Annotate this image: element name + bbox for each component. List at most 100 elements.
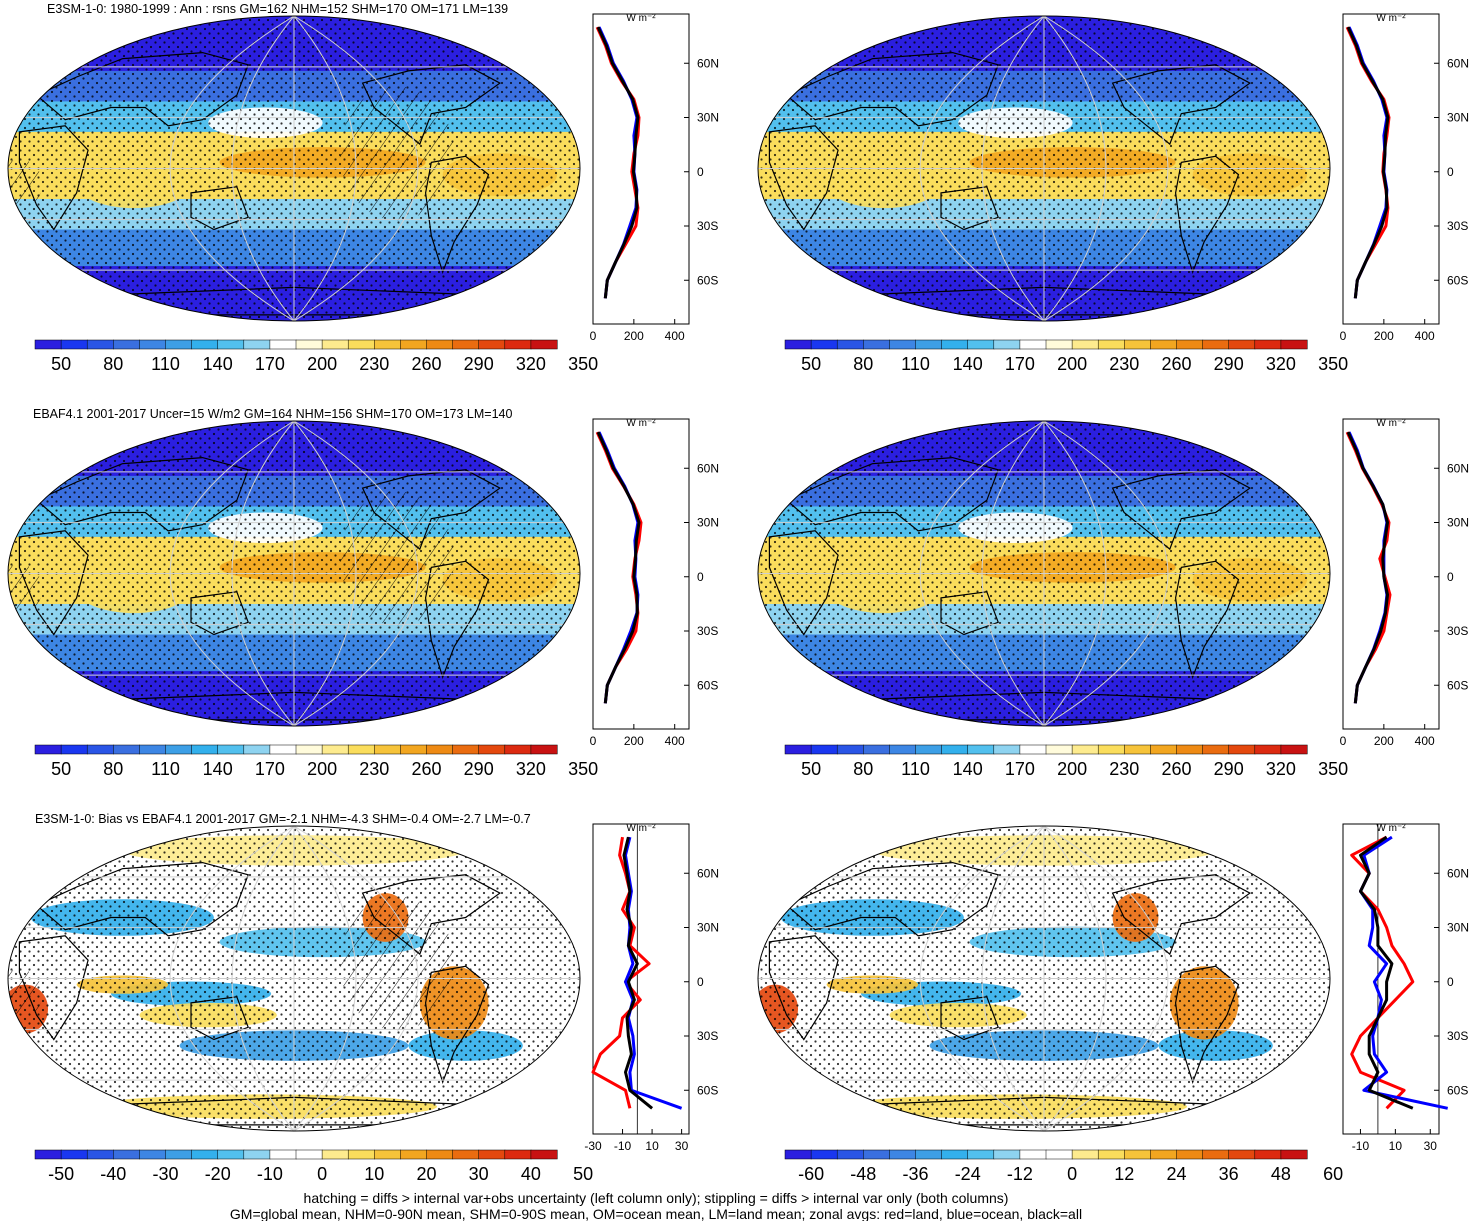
colorbar-swatch [1150, 339, 1178, 350]
colorbar-swatch [165, 744, 193, 755]
colorbar-swatch [269, 1149, 297, 1160]
lat-tick-label: 30S [697, 219, 718, 233]
zonal-mean-plot: W m⁻² 60N 30N 0 30S 60S 0 200 400 [1340, 418, 1469, 748]
colorbar-swatch [165, 1149, 193, 1160]
colorbar-swatch [941, 1149, 969, 1160]
colorbar-label: 290 [1214, 354, 1244, 374]
zonal-frame [592, 418, 690, 730]
colorbar-swatch [191, 744, 219, 755]
colorbar-label: 50 [51, 759, 71, 779]
hatching [8, 969, 43, 1019]
lat-tick-label: 60S [1447, 678, 1468, 692]
colorbar-label: 200 [307, 759, 337, 779]
colorbar-swatch [1150, 744, 1178, 755]
lat-tick-label: 0 [697, 570, 704, 584]
coastline [1174, 155, 1240, 275]
colorbar-swatch [347, 744, 375, 755]
colorbar-swatch [86, 744, 114, 755]
colorbar-label: -36 [902, 1164, 928, 1184]
colorbar-label: 290 [1214, 759, 1244, 779]
colorbar-swatch [504, 744, 532, 755]
zonal-x-tick-label: 200 [624, 734, 644, 748]
map-field [758, 421, 1330, 726]
coastline [190, 996, 249, 1041]
map-field [8, 826, 580, 1131]
lat-tick-label: 60N [1447, 866, 1469, 880]
colorbar-swatch [243, 339, 271, 350]
lat-tick-label: 60N [697, 461, 719, 475]
colorbar-swatch [993, 1149, 1021, 1160]
colorbar-swatch [915, 744, 943, 755]
colorbar-swatch [243, 744, 271, 755]
coastline [1174, 560, 1240, 680]
zonal-mean-plot: W m⁻² 60N 30N 0 30S 60S 0 200 400 [590, 418, 719, 748]
colorbar-swatch [1097, 1149, 1125, 1160]
map [757, 15, 1331, 322]
map [7, 825, 581, 1132]
zonal-x-tick-label: 30 [675, 1139, 689, 1153]
coastline [940, 996, 999, 1041]
colorbar-swatch [1124, 1149, 1151, 1160]
graticule-lon [169, 16, 295, 321]
coastline [768, 125, 839, 231]
colorbar-swatch [1097, 339, 1125, 350]
graticule-lon [231, 826, 295, 1131]
colorbar-swatch [400, 1149, 428, 1160]
zonal-mean-plot: W m⁻² 60N 30N 0 30S 60S 0 200 400 [1340, 13, 1469, 343]
colorbar-swatch [374, 744, 401, 755]
panel-title: E3SM-1-0: Bias vs EBAF4.1 2001-2017 GM=-… [35, 812, 531, 826]
lat-tick-label: 30N [1447, 921, 1469, 935]
colorbar-swatch [836, 744, 864, 755]
colorbar-swatch [1202, 339, 1230, 350]
colorbar-label: 230 [359, 759, 389, 779]
colorbar-swatch [784, 744, 812, 755]
coastline [1111, 64, 1252, 146]
lat-tick-label: 30N [1447, 111, 1469, 125]
zonal-x-tick-label: 400 [665, 734, 685, 748]
hatching [339, 86, 455, 221]
colorbar-label: 230 [359, 354, 389, 374]
colorbar: -60 -48 -36 -24 -12 0 12 24 36 48 60 [784, 1149, 1343, 1184]
panel-4: CESM2-WACCM: GM=161 NHM=156 SHM=165 OM=1… [757, 418, 1469, 779]
colorbar-swatch [530, 1149, 558, 1160]
colorbar: -50 -40 -30 -20 -10 0 10 20 30 40 50 [34, 1149, 593, 1184]
colorbar-swatch [863, 339, 890, 350]
colorbar-label: 260 [411, 354, 441, 374]
all-mean-line [622, 836, 654, 1110]
lat-tick-label: 0 [1447, 165, 1454, 179]
map-field [758, 826, 1330, 1131]
lat-tick-label: 60S [697, 273, 718, 287]
colorbar-swatch [295, 744, 323, 755]
colorbar-swatch [1045, 744, 1073, 755]
graticule-lon [1043, 16, 1107, 321]
coastline [361, 874, 502, 956]
colorbar: 50 80 110 140 170 200 230 260 290 320 350 [784, 339, 1348, 374]
graticule-lon [293, 421, 357, 726]
colorbar-swatch [1280, 1149, 1308, 1160]
panel-title: EBAF4.1 2001-2017 Uncer=15 W/m2 GM=164 N… [33, 407, 512, 421]
colorbar-label: 140 [203, 759, 233, 779]
zonal-x-tick-label: -10 [1352, 1139, 1370, 1153]
all-mean-line [596, 26, 640, 299]
colorbar-label: 24 [1166, 1164, 1186, 1184]
colorbar-swatch [321, 1149, 349, 1160]
graticule-lon [293, 421, 419, 726]
graticule-lon [293, 16, 419, 321]
colorbar-swatch [1202, 744, 1230, 755]
colorbar-swatch [165, 339, 193, 350]
graticule-lon [1043, 826, 1169, 1131]
colorbar-swatch [478, 1149, 506, 1160]
colorbar-swatch [1202, 1149, 1230, 1160]
map-border [757, 15, 1331, 322]
colorbar-swatch [1280, 744, 1308, 755]
coastline [361, 64, 502, 146]
colorbar-swatch [191, 339, 219, 350]
graticule-lon [293, 826, 419, 1131]
colorbar-swatch [86, 1149, 114, 1160]
colorbar-swatch [810, 339, 838, 350]
hatching [339, 896, 455, 1031]
lat-tick-label: 30S [697, 1029, 718, 1043]
colorbar-swatch [347, 1149, 375, 1160]
colorbar-swatch [400, 339, 428, 350]
